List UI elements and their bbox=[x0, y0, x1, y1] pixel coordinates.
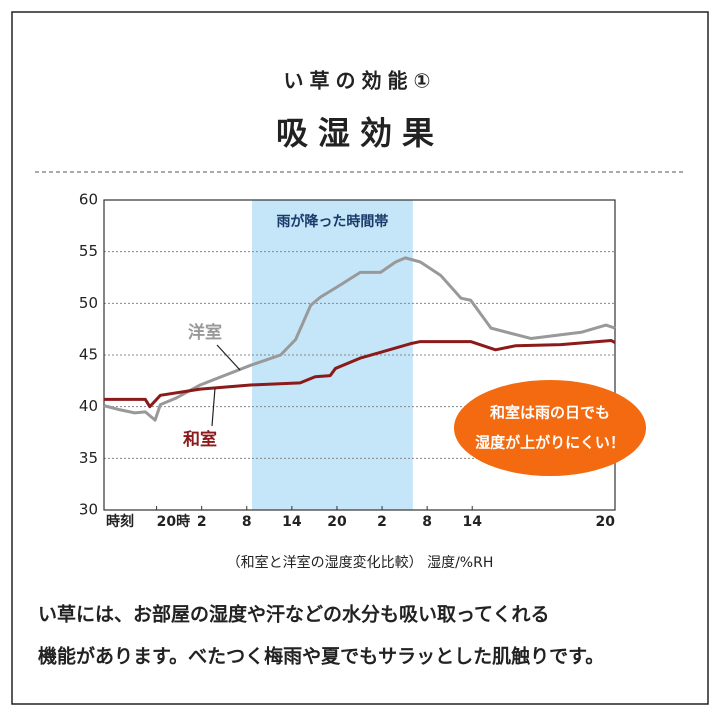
x-label: 時刻 bbox=[106, 513, 134, 530]
x-tick-label: 14 bbox=[282, 514, 302, 530]
series-line bbox=[103, 256, 616, 422]
y-tick-label: 40 bbox=[79, 397, 98, 415]
x-tick-label: 14 bbox=[462, 514, 482, 530]
x-tick-label: 20時 bbox=[157, 513, 190, 530]
plot-border bbox=[103, 199, 616, 511]
y-tick-label: 55 bbox=[79, 242, 98, 260]
callout-text: 和室は雨の日でも bbox=[490, 404, 610, 422]
plot: 雨が降った時間帯 30 35 40 45 50 55 60 時刻 20時 2 8 14 20 2 8 14 20 洋… bbox=[79, 191, 646, 530]
y-tick-label: 50 bbox=[79, 294, 98, 312]
series-line bbox=[104, 339, 616, 409]
band-label: 雨が降った時間帯 bbox=[276, 213, 388, 230]
title: 吸湿効果 bbox=[276, 114, 444, 152]
x-tick-label: 20 bbox=[327, 514, 347, 530]
label-pointer bbox=[216, 344, 241, 371]
body-text: 機能があります。べたつく梅雨や夏でもサラッとした肌触りです。 bbox=[38, 645, 604, 668]
x-tick-label: 2 bbox=[377, 514, 387, 530]
callout-bubble bbox=[454, 380, 646, 476]
label-pointer bbox=[211, 387, 216, 427]
y-tick-label: 60 bbox=[79, 191, 98, 209]
body-text: い草には、お部屋の湿度や汗などの水分も吸い取ってくれる bbox=[38, 603, 549, 626]
y-tick-label: 30 bbox=[79, 501, 98, 519]
x-tick-label: 20 bbox=[596, 514, 616, 530]
x-tick-label: 2 bbox=[197, 514, 207, 530]
series-label: 和室 bbox=[183, 429, 217, 450]
note: （和室と洋室の湿度変化比較） 湿度/%RH bbox=[227, 554, 494, 571]
series-label: 洋室 bbox=[188, 322, 222, 343]
x-tick-label: 8 bbox=[422, 514, 432, 530]
y-tick-label: 45 bbox=[79, 346, 98, 364]
x-tick-label: 8 bbox=[242, 514, 252, 530]
y-tick-label: 35 bbox=[79, 449, 98, 467]
frame bbox=[11, 11, 709, 705]
callout-text: 湿度が上がりにくい！ bbox=[475, 434, 625, 452]
subtitle: い草の効能① bbox=[284, 69, 437, 93]
